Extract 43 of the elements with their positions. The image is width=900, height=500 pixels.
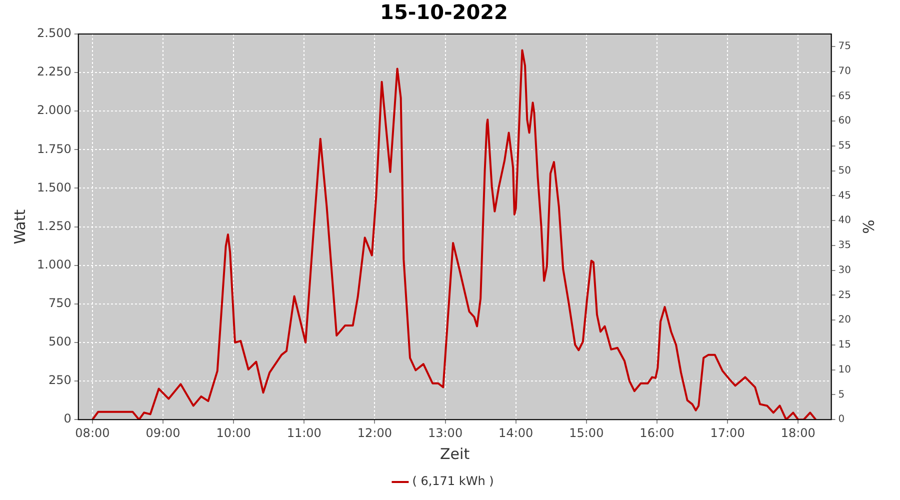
y-axis-title: Watt [10,209,29,244]
x-tick-label: 12:00 [357,426,392,440]
y2-tick-label: 45 [838,190,852,202]
y2-tick-label: 40 [838,215,852,226]
y-tick-label: 750 [48,296,72,310]
y2-tick-label: 0 [838,414,845,426]
x-tick-label: 08:00 [75,426,110,440]
x-tick-label: 13:00 [428,426,463,440]
y2-tick-label: 55 [838,140,852,152]
y2-tick-label: 15 [838,340,852,351]
x-tick-label: 09:00 [146,426,180,440]
x-tick-label: 16:00 [640,426,674,440]
y-tick-label: 2.250 [36,64,72,79]
chart-title: 15-10-2022 [380,0,508,24]
y2-tick-label: 25 [838,290,852,301]
y-tick-label: 1.000 [36,257,72,272]
x-tick-label: 10:00 [216,426,251,440]
y2-tick-label: 5 [838,389,845,400]
x-tick-label: 11:00 [286,426,322,440]
x-tick-label: 17:00 [710,426,745,440]
y2-tick-label: 20 [838,314,852,326]
y2-tick-label: 75 [838,41,852,52]
y-tick-label: 1.750 [36,142,72,156]
y-tick-label: 500 [48,334,72,349]
x-axis-title: Zeit [440,444,470,463]
y2-axis-title: % [859,220,878,234]
x-tick-label: 18:00 [780,426,816,440]
y2-tick-label: 10 [838,364,852,376]
y-tick-label: 250 [48,373,72,388]
x-tick-label: 15:00 [569,426,604,440]
y2-tick-label: 70 [838,66,852,77]
y-tick-label: 1.500 [36,180,72,194]
legend-label: ( 6,171 kWh ) [412,474,494,488]
y2-tick-label: 60 [838,116,852,127]
y-tick-label: 0 [64,412,72,426]
y2-tick-label: 35 [838,240,852,252]
y2-tick-label: 50 [838,165,852,176]
x-tick-label: 14:00 [498,426,534,440]
y2-tick-label: 30 [838,264,852,276]
y-tick-label: 1.250 [36,218,72,233]
y-tick-label: 2.000 [36,103,72,118]
y-tick-label: 2.500 [36,26,72,40]
y2-tick-label: 65 [838,90,852,102]
